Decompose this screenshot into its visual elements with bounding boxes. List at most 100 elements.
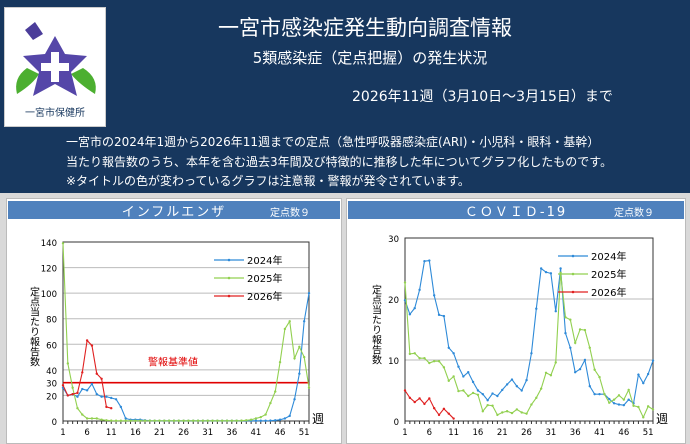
data-point [288, 414, 291, 418]
x-tick-label: 51 [643, 428, 654, 438]
data-point [612, 402, 616, 405]
header: 一宮市保健所 一宮市感染症発生動向調査情報 5類感染症（定点把握）の発生状況 2… [0, 0, 690, 193]
bellflower-logo-icon: 一宮市保健所 [16, 22, 96, 119]
data-point [428, 361, 431, 365]
x-tick-label: 41 [251, 428, 262, 438]
sentinel-count: 定点数９ [614, 208, 654, 219]
data-point [467, 371, 470, 374]
data-point [496, 413, 499, 417]
data-point [578, 328, 582, 331]
data-point [85, 339, 89, 342]
data-point [61, 242, 65, 245]
data-point [90, 382, 94, 386]
data-point [539, 267, 543, 270]
data-point [583, 358, 587, 362]
data-point [298, 372, 301, 375]
svg-text:一宮市保健所: 一宮市保健所 [25, 106, 85, 119]
data-point [525, 378, 528, 382]
data-point [467, 394, 470, 398]
data-point [206, 419, 209, 422]
alert-threshold-label: 警報基準値 [148, 356, 198, 369]
data-point [274, 419, 277, 422]
data-point [432, 406, 436, 410]
data-point [588, 346, 591, 349]
data-point [569, 318, 572, 321]
x-tick-label: 36 [226, 428, 237, 438]
data-point [182, 419, 185, 422]
data-point [95, 392, 98, 396]
description-line: 一宮市の2024年1週から2026年11週までの定点（急性呼吸器感染症(ARI)… [66, 135, 600, 149]
y-tick-label: 20 [388, 296, 399, 306]
data-point [447, 379, 450, 382]
data-point [105, 395, 108, 398]
data-point [129, 419, 132, 422]
data-point [90, 417, 94, 420]
data-point [486, 399, 489, 402]
data-point [573, 341, 577, 345]
data-point [85, 417, 89, 420]
data-point [408, 313, 412, 316]
data-point [158, 419, 161, 422]
data-point [100, 395, 103, 398]
y-axis-label: 定点当たり報告数 [28, 285, 40, 367]
data-point [211, 419, 214, 422]
data-point [593, 368, 596, 371]
data-point [501, 411, 504, 414]
data-point [642, 381, 645, 385]
x-tick-label: 1 [402, 428, 407, 438]
data-point [608, 397, 611, 401]
data-point [81, 413, 84, 416]
data-point [598, 392, 601, 396]
y-tick-label: 120 [41, 265, 57, 275]
y-tick-label: 30 [388, 235, 399, 245]
y-tick-label: 80 [46, 316, 57, 326]
data-point [201, 419, 205, 422]
data-point [452, 417, 455, 420]
data-point [437, 313, 441, 317]
data-point [554, 361, 557, 364]
data-point [603, 392, 606, 396]
data-point [196, 419, 200, 422]
data-point [544, 270, 548, 274]
data-point [432, 294, 436, 297]
x-tick-label: 11 [106, 428, 117, 438]
data-point [119, 405, 123, 409]
data-point [505, 410, 509, 413]
data-point [462, 375, 465, 378]
data-point [437, 413, 441, 417]
data-point [408, 352, 412, 356]
data-point [95, 417, 98, 420]
panel-title: インフルエンザ [121, 205, 227, 220]
data-point [549, 374, 553, 377]
data-point [452, 352, 455, 355]
data-point [418, 288, 421, 292]
data-point [418, 397, 421, 400]
data-point [476, 393, 480, 396]
data-point [177, 419, 180, 422]
page-title: 一宮市感染症発生動向調査情報 [218, 16, 512, 40]
x-tick-label: 26 [178, 428, 189, 438]
data-point [510, 378, 514, 381]
data-point [71, 392, 74, 396]
data-point [269, 401, 272, 405]
panel-title-bar: インフルエンザ 定点数９ [8, 201, 340, 220]
data-point [447, 412, 450, 415]
data-point [167, 419, 171, 422]
data-point [110, 419, 113, 422]
data-point [259, 419, 262, 422]
data-point [481, 410, 485, 413]
data-point [302, 320, 306, 323]
data-point [476, 389, 480, 392]
data-point [428, 397, 431, 400]
data-point [76, 391, 79, 395]
data-point [119, 419, 123, 422]
data-point [71, 386, 74, 389]
panel-title-bar: ＣＯＶＩＤ-19 定点数９ [348, 201, 684, 220]
x-tick-label: 31 [202, 428, 213, 438]
data-point [85, 389, 89, 392]
data-point [520, 411, 523, 414]
data-point [515, 385, 519, 388]
data-point [496, 394, 499, 398]
data-point [105, 419, 108, 422]
